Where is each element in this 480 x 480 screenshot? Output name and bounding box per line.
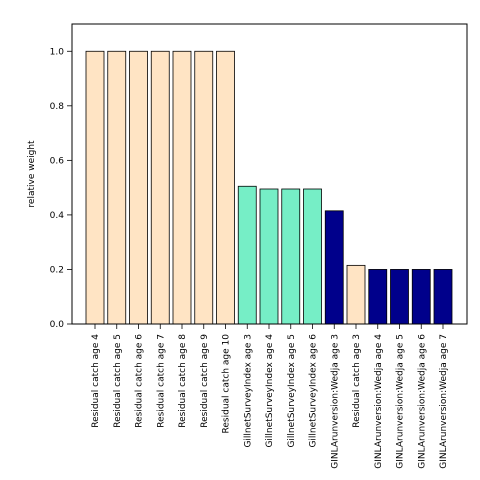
bar-14: [368, 269, 388, 325]
bar-5: [172, 50, 192, 325]
x-tick-label-16: GINLArunversion:Wedja age 6: [417, 334, 427, 469]
x-tick-label-14: GINLArunversion:Wedja age 4: [374, 334, 384, 469]
x-tick-label-5: Residual catch age 8: [178, 334, 188, 428]
y-tick-label-3: 0.4: [50, 211, 65, 221]
bar-2: [107, 50, 127, 325]
bar-15: [390, 269, 409, 325]
bar-8: [237, 185, 257, 325]
bar-10: [281, 188, 301, 325]
x-tick-label-4: Residual catch age 7: [156, 334, 166, 428]
bar-7: [216, 50, 235, 325]
y-tick-label-2: 0.2: [50, 265, 64, 275]
bar-4: [150, 50, 170, 325]
x-tick-label-2: Residual catch age 5: [113, 334, 123, 428]
bar-13: [346, 264, 366, 325]
bar-12: [324, 210, 344, 325]
plot-frame: [71, 23, 468, 325]
x-tick-label-12: GINLArunversion:Wedja age 3: [330, 334, 340, 469]
x-tick-label-15: GINLArunversion:Wedja age 5: [396, 334, 406, 469]
x-tick-label-7: Residual catch age 10: [222, 334, 232, 434]
y-tick-label-4: 0.6: [50, 156, 65, 166]
x-tick-label-3: Residual catch age 6: [135, 334, 145, 428]
bar-3: [129, 50, 148, 325]
y-axis-title: relative weight: [27, 140, 37, 208]
x-tick-label-13: Residual catch age 3: [352, 334, 362, 428]
bar-17: [433, 269, 453, 325]
x-tick-label-10: GillnetSurveyIndex age 5: [287, 334, 297, 448]
y-tick-label-6: 1.0: [50, 47, 65, 57]
x-tick-label-9: GillnetSurveyIndex age 4: [265, 334, 275, 448]
x-axis: Residual catch age 4 Residual catch age 5…: [91, 324, 449, 469]
bar-11: [303, 188, 322, 325]
bar-9: [259, 188, 279, 325]
x-tick-label-8: GillnetSurveyIndex age 3: [243, 334, 253, 448]
bar-16: [411, 269, 431, 325]
y-tick-label-5: 0.8: [50, 102, 65, 112]
bars-group: [85, 50, 453, 325]
x-tick-label-11: GillnetSurveyIndex age 6: [309, 334, 319, 448]
x-tick-label-17: GINLArunversion:Wedja age 7: [439, 334, 449, 469]
y-tick-label-1: 0.0: [50, 320, 65, 330]
x-tick-label-1: Residual catch age 4: [91, 334, 101, 428]
y-axis: 0.0 0.2 0.4 0.6 0.8 1.0: [50, 47, 72, 330]
bar-6: [194, 50, 214, 325]
bar-1: [85, 50, 105, 325]
x-tick-label-6: Residual catch age 9: [200, 334, 210, 428]
